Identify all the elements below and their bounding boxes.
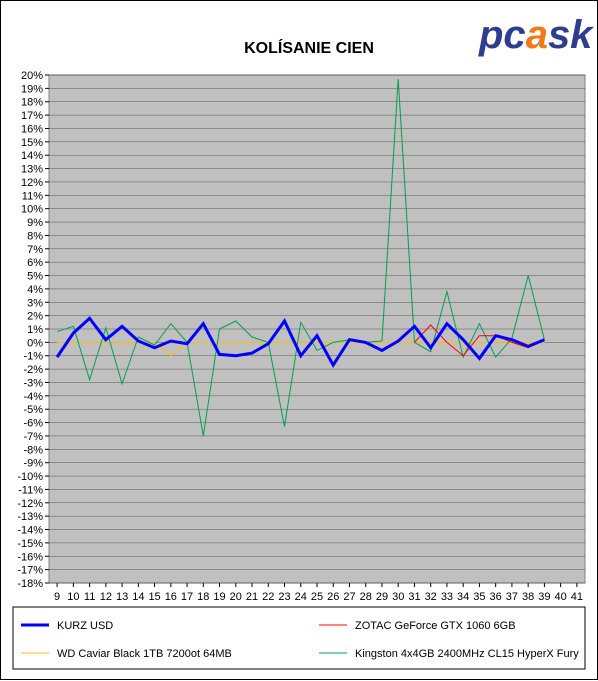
y-tick-label: 15% — [21, 137, 43, 149]
y-tick-label: -2% — [23, 364, 43, 376]
chart-title: KOLÍSANIE CIEN — [244, 38, 374, 57]
y-tick-label: 10% — [21, 204, 43, 216]
x-tick-label: 33 — [441, 591, 453, 603]
y-tick-label: 6% — [27, 257, 43, 269]
x-tick-label: 21 — [246, 591, 258, 603]
x-tick-label: 37 — [506, 591, 518, 603]
x-tick-label: 39 — [538, 591, 550, 603]
y-tick-label: 18% — [21, 97, 43, 109]
x-tick-label: 38 — [522, 591, 534, 603]
x-tick-label: 16 — [165, 591, 177, 603]
y-tick-label: -17% — [17, 565, 43, 577]
series-line — [56, 78, 545, 436]
y-tick-label: 0% — [27, 337, 43, 349]
x-tick-label: 32 — [425, 591, 437, 603]
brand-logo-part: a — [526, 13, 548, 57]
y-tick-label: -4% — [23, 391, 43, 403]
y-tick-label: 13% — [21, 164, 43, 176]
brand-logo-part: sk — [548, 13, 594, 57]
x-tick-label: 19 — [213, 591, 225, 603]
x-tick-label: 12 — [100, 591, 112, 603]
x-tick-label: 22 — [262, 591, 274, 603]
x-tick-label: 25 — [311, 591, 323, 603]
legend-label: ZOTAC GeForce GTX 1060 6GB — [355, 620, 516, 632]
x-tick-label: 24 — [295, 591, 307, 603]
y-tick-label: 19% — [21, 83, 43, 95]
y-tick-label: 14% — [21, 150, 43, 162]
x-axis-ticks: 9 10 11 12 13 14 15 16 17 18 19 20 21 22 23 24 25 26 27 28 2… — [54, 583, 583, 603]
y-tick-label: -7% — [23, 431, 43, 443]
x-tick-label: 14 — [132, 591, 144, 603]
y-tick-label: 16% — [21, 123, 43, 135]
x-tick-label: 31 — [408, 591, 420, 603]
series-lines — [55, 78, 545, 436]
x-tick-label: 13 — [116, 591, 128, 603]
y-tick-label: 12% — [21, 177, 43, 189]
y-tick-label: -9% — [23, 458, 43, 470]
y-tick-label: -10% — [17, 471, 43, 483]
y-tick-label: 8% — [27, 230, 43, 242]
x-tick-label: 18 — [197, 591, 209, 603]
legend-box — [12, 606, 586, 670]
y-tick-label: 3% — [27, 297, 43, 309]
y-tick-label: 2% — [27, 311, 43, 323]
x-tick-label: 23 — [278, 591, 290, 603]
y-axis-ticks: -18%-17% -16%-15%-14% -13%-12% -11%-10%-9% -… — [17, 70, 49, 590]
y-tick-label: -15% — [17, 538, 43, 550]
y-tick-label: -13% — [17, 511, 43, 523]
x-tick-label: 26 — [327, 591, 339, 603]
y-tick-label: -16% — [17, 551, 43, 563]
y-tick-label: -14% — [17, 525, 43, 537]
x-tick-label: 41 — [571, 591, 583, 603]
legend-label: KURZ USD — [57, 620, 113, 632]
x-tick-label: 11 — [84, 591, 95, 603]
y-tick-label: -1% — [23, 351, 43, 363]
x-tick-label: 30 — [392, 591, 404, 603]
x-tick-label: 15 — [148, 591, 160, 603]
x-tick-label: 28 — [360, 591, 372, 603]
x-tick-label: 20 — [230, 591, 242, 603]
y-tick-label: -11% — [18, 484, 43, 496]
x-tick-label: 34 — [457, 591, 469, 603]
x-tick-label: 10 — [67, 591, 79, 603]
y-tick-label: 20% — [21, 70, 43, 82]
y-tick-label: -8% — [23, 444, 43, 456]
x-tick-label: 35 — [473, 591, 485, 603]
y-tick-label: 17% — [21, 110, 43, 122]
y-tick-label: 5% — [27, 271, 43, 283]
y-tick-label: 7% — [27, 244, 43, 256]
y-tick-label: -5% — [23, 404, 43, 416]
x-tick-label: 9 — [54, 591, 60, 603]
x-tick-label: 17 — [181, 591, 193, 603]
brand-logo: pcask — [478, 13, 594, 57]
legend-label: Kingston 4x4GB 2400MHz CL15 HyperX Fury — [355, 648, 579, 660]
legend-label: WD Caviar Black 1TB 7200ot 64MB — [57, 648, 232, 660]
y-tick-label: -12% — [17, 498, 43, 510]
brand-logo-text: pcask — [478, 13, 594, 57]
x-tick-label: 40 — [555, 591, 567, 603]
series-line — [414, 324, 545, 357]
y-tick-label: 4% — [27, 284, 43, 296]
y-tick-label: -6% — [23, 418, 43, 430]
y-tick-label: 9% — [27, 217, 43, 229]
series-line — [55, 316, 545, 369]
brand-logo-part: pc — [478, 13, 526, 57]
x-tick-label: 27 — [343, 591, 355, 603]
y-tick-label: -3% — [23, 377, 43, 389]
legend: KURZ USD ZOTAC GeForce GTX 1060 6GB WD Cav… — [21, 620, 579, 660]
y-tick-label: -18% — [17, 578, 43, 590]
y-tick-label: 1% — [27, 324, 43, 336]
x-tick-label: 36 — [490, 591, 502, 603]
x-tick-label: 29 — [376, 591, 388, 603]
y-tick-label: 11% — [22, 190, 43, 202]
